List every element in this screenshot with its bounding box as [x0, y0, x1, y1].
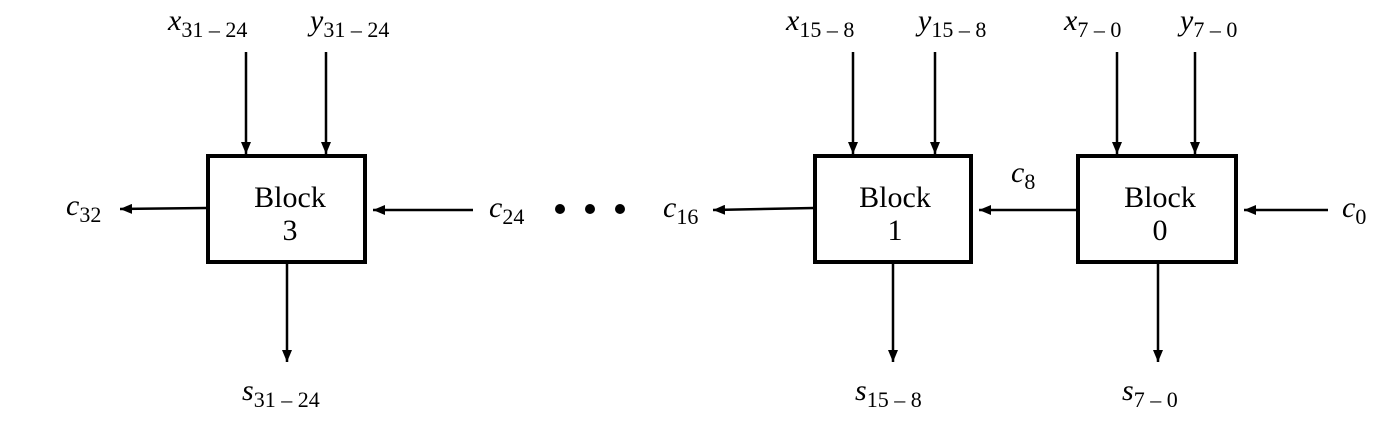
block-1-name: Block [859, 181, 931, 214]
block-1 [813, 154, 973, 264]
label-x31-24: x31 – 24 [167, 4, 247, 42]
c32-arrow [119, 203, 208, 214]
label-x7-0: x7 – 0 [1063, 4, 1121, 42]
block-0-name: Block [1124, 181, 1196, 214]
label-s7-0: s7 – 0 [1122, 374, 1178, 412]
ellipsis-dot [615, 204, 625, 214]
ellipsis-dot [555, 204, 565, 214]
label-c24: c24 [489, 191, 524, 229]
label-y15-8: y15 – 8 [915, 4, 986, 42]
c16-arrow [712, 204, 815, 215]
block-0 [1076, 154, 1238, 264]
block-1-index: 1 [888, 214, 903, 247]
label-s15-8: s15 – 8 [855, 374, 922, 412]
label-c16: c16 [663, 191, 698, 229]
label-s31-24: s31 – 24 [242, 374, 320, 412]
label-x15-8: x15 – 8 [785, 4, 854, 42]
block-3-index: 3 [283, 214, 298, 247]
ellipsis-dot [585, 204, 595, 214]
block-3-name: Block [254, 181, 326, 214]
label-y7-0: y7 – 0 [1177, 4, 1237, 42]
label-c8: c8 [1011, 156, 1035, 194]
label-y31-24: y31 – 24 [307, 4, 389, 42]
block-0-index: 0 [1153, 214, 1168, 247]
block-3 [206, 154, 367, 264]
label-c32: c32 [66, 189, 101, 227]
label-c0: c0 [1342, 191, 1366, 229]
